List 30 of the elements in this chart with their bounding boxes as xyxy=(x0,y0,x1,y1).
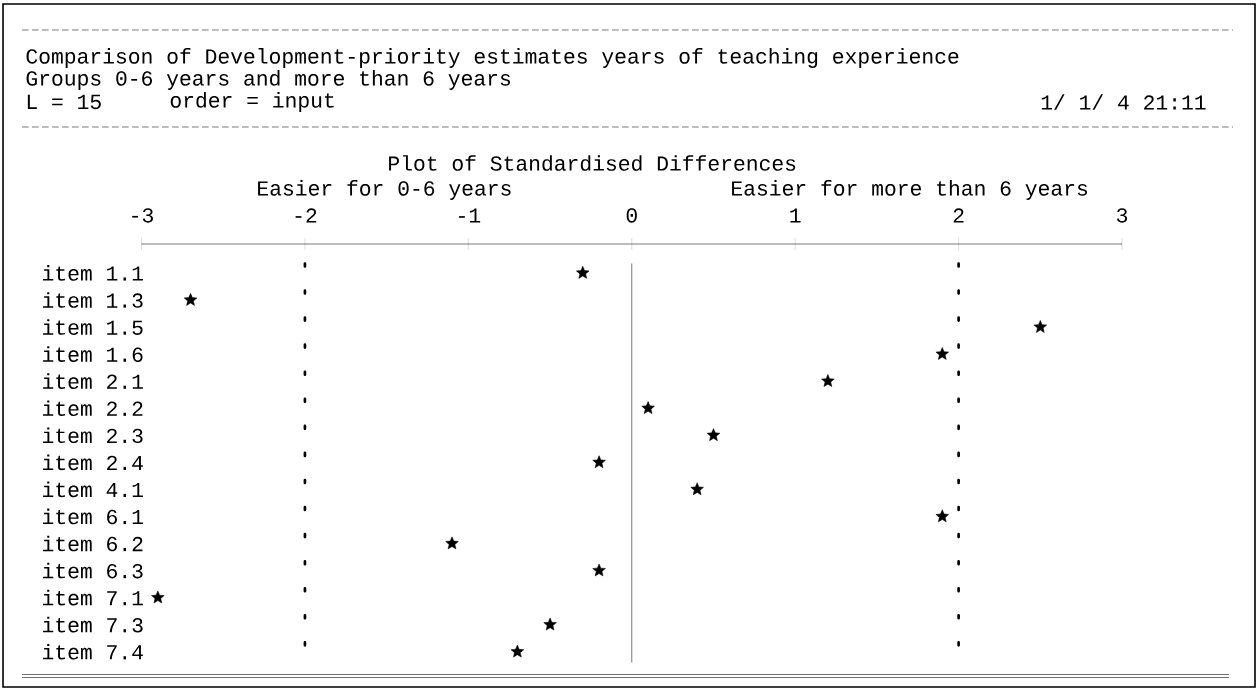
y-tick-label: item 6.3 xyxy=(43,562,143,579)
y-tick-label: item 1.6 xyxy=(43,346,143,362)
y-tick-label: item 6.2 xyxy=(43,535,143,552)
x-tick-label: 0 xyxy=(626,208,637,223)
text: Easier for 0-6 years xyxy=(258,180,511,200)
x-tick-label: 3 xyxy=(1116,208,1128,223)
x-tick-label: -2 xyxy=(295,208,317,223)
text: Plot of Standardised Differences xyxy=(389,155,796,171)
x-tick-label: -3 xyxy=(132,208,153,223)
y-tick-label: item 4.1 xyxy=(43,481,143,498)
y-tick-label: item 1.1 xyxy=(43,265,143,281)
chart-title: Comparison of Development-priority estimates years of teaching experience xyxy=(26,48,959,68)
y-tick-label: item 7.1 xyxy=(43,589,143,606)
y-tick-label: item 2.2 xyxy=(43,400,143,417)
x-tick-label: 2 xyxy=(953,208,964,223)
text: order = input xyxy=(170,92,334,112)
x-tick-label: 1 xyxy=(790,208,801,223)
x-tick-label: -1 xyxy=(459,208,481,223)
y-tick-label: item 1.3 xyxy=(43,292,143,308)
y-tick-label: item 1.5 xyxy=(43,319,143,335)
text: Easier for more than 6 years xyxy=(732,180,1088,200)
y-tick-label: item 2.1 xyxy=(43,373,143,390)
y-tick-label: item 6.1 xyxy=(43,508,143,525)
text: 1/ 1/ 4 21:11 xyxy=(1041,94,1206,110)
y-tick-label: item 7.4 xyxy=(43,643,143,660)
y-tick-label: item 2.3 xyxy=(43,427,143,444)
chart-subtitle: Groups 0-6 years and more than 6 years xyxy=(26,70,511,90)
y-tick-label: item 7.3 xyxy=(43,616,143,633)
text: L = 15 xyxy=(27,94,101,110)
y-tick-label: item 2.4 xyxy=(43,454,143,471)
